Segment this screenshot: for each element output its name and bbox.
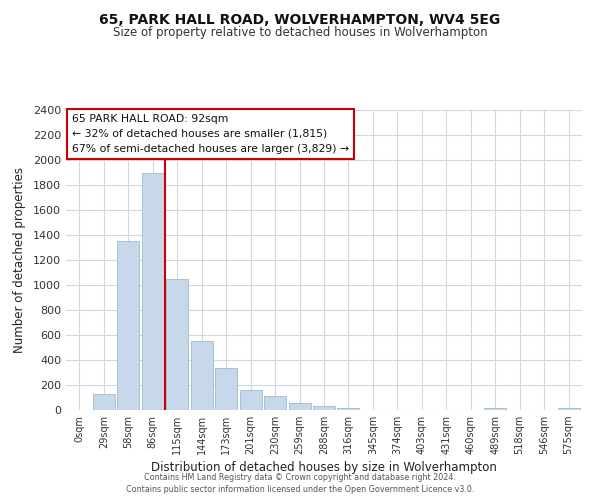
Bar [239, 390, 262, 410]
Bar [264, 396, 286, 410]
Y-axis label: Number of detached properties: Number of detached properties [13, 167, 26, 353]
Bar [337, 408, 359, 410]
Bar [313, 406, 335, 410]
Bar [484, 408, 506, 410]
Text: 65 PARK HALL ROAD: 92sqm
← 32% of detached houses are smaller (1,815)
67% of sem: 65 PARK HALL ROAD: 92sqm ← 32% of detach… [72, 114, 349, 154]
Bar [93, 394, 115, 410]
Text: Contains HM Land Registry data © Crown copyright and database right 2024.: Contains HM Land Registry data © Crown c… [144, 473, 456, 482]
Bar [557, 408, 580, 410]
Bar [289, 402, 311, 410]
Bar [166, 279, 188, 410]
Text: Size of property relative to detached houses in Wolverhampton: Size of property relative to detached ho… [113, 26, 487, 39]
X-axis label: Distribution of detached houses by size in Wolverhampton: Distribution of detached houses by size … [151, 462, 497, 474]
Bar [215, 368, 237, 410]
Bar [142, 172, 164, 410]
Text: 65, PARK HALL ROAD, WOLVERHAMPTON, WV4 5EG: 65, PARK HALL ROAD, WOLVERHAMPTON, WV4 5… [100, 12, 500, 26]
Bar [191, 341, 213, 410]
Bar [118, 242, 139, 410]
Text: Contains public sector information licensed under the Open Government Licence v3: Contains public sector information licen… [126, 484, 474, 494]
